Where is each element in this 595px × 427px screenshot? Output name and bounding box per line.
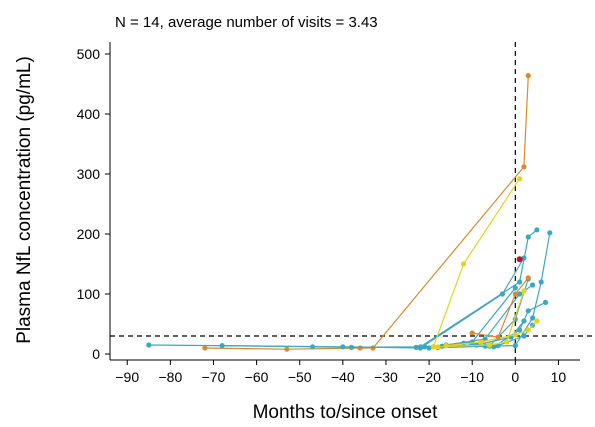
data-point (538, 279, 544, 285)
x-tick-label: 0 (511, 369, 519, 385)
data-point (512, 332, 518, 338)
data-point (469, 339, 475, 345)
data-point (525, 327, 531, 333)
data-point (547, 230, 553, 236)
data-point (525, 275, 531, 281)
y-tick-label: 100 (77, 286, 101, 302)
series-orange-14 (469, 275, 531, 340)
data-point (517, 176, 523, 182)
series-line (204, 75, 529, 350)
data-point (517, 291, 523, 297)
data-point (486, 342, 493, 348)
data-point (512, 291, 518, 297)
data-point (521, 164, 527, 170)
data-point (413, 344, 419, 350)
data-point (435, 344, 441, 350)
data-point (534, 318, 540, 324)
data-point (430, 344, 436, 350)
data-point (521, 318, 527, 324)
x-tick-label: −40 (331, 369, 355, 385)
x-tick-label: −50 (288, 369, 312, 385)
data-point-red (516, 256, 523, 263)
series-layer (146, 73, 553, 352)
data-point (525, 73, 531, 79)
x-tick-label: −80 (158, 369, 182, 385)
data-point (202, 345, 208, 351)
data-point (460, 261, 467, 267)
y-tick-label: 200 (77, 226, 101, 242)
series-blue-5 (443, 282, 536, 348)
plot-area: −90 −80 −70 −60 −50 −40 −30 −20 −10 0 10 0 100 200 30… (77, 42, 595, 385)
x-tick-label: −90 (115, 369, 139, 385)
series-orange-1 (202, 73, 531, 352)
x-tick-label: −60 (245, 369, 269, 385)
series-line (472, 277, 529, 338)
data-point (443, 343, 449, 349)
data-point (525, 234, 531, 240)
data-point (310, 344, 316, 350)
data-point (521, 333, 527, 339)
data-point (512, 343, 518, 349)
data-point (529, 315, 536, 321)
y-axis-ticks: 0 100 200 300 400 500 (77, 46, 110, 362)
data-point (504, 339, 510, 345)
y-axis-title: Plasma NfL concentration (pg/mL) (14, 56, 35, 344)
data-point (348, 344, 355, 350)
data-point (512, 285, 518, 291)
x-tick-label: −20 (417, 369, 441, 385)
series-yellow-12 (443, 318, 540, 349)
data-point (525, 308, 531, 314)
x-tick-label: −70 (202, 369, 226, 385)
data-point (534, 227, 540, 233)
data-point (357, 345, 363, 351)
x-axis-title: Months to/since onset (253, 402, 439, 423)
y-tick-label: 0 (92, 346, 100, 362)
x-tick-label: −10 (460, 369, 484, 385)
x-axis-ticks: −90 −80 −70 −60 −50 −40 −30 −20 −10 0 10 (115, 360, 566, 385)
series-yellow-13 (435, 288, 527, 350)
data-point (478, 339, 484, 345)
series-line (437, 290, 525, 348)
data-point (219, 343, 225, 349)
data-point (146, 342, 152, 348)
data-point (542, 299, 549, 305)
y-tick-label: 500 (77, 46, 101, 62)
series-line (432, 178, 521, 348)
data-point (370, 345, 376, 351)
data-point (517, 279, 523, 285)
data-point (495, 334, 501, 340)
data-point (529, 282, 536, 288)
data-point (469, 330, 475, 336)
x-tick-label: 10 (551, 369, 567, 385)
y-tick-label: 400 (77, 106, 101, 122)
data-point (521, 288, 527, 294)
series-yellow-11 (430, 176, 523, 350)
series-line (222, 229, 538, 349)
chart-title: N = 14, average number of visits = 3.43 (115, 14, 378, 31)
x-tick-label: −30 (374, 369, 398, 385)
series-line (148, 257, 525, 349)
y-tick-label: 300 (77, 166, 101, 182)
data-point (284, 346, 290, 352)
